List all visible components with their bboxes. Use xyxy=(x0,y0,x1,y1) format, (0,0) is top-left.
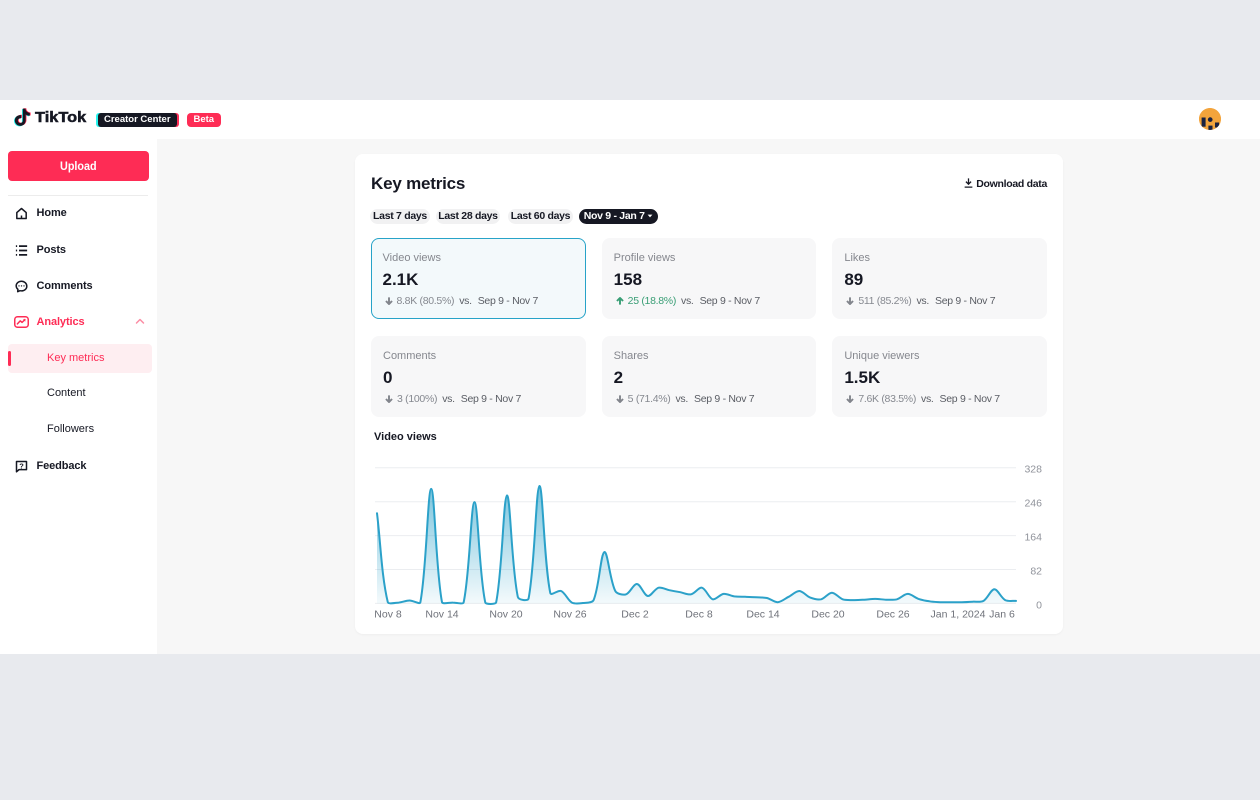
svg-text:328: 328 xyxy=(1024,464,1042,476)
svg-text:Nov 20: Nov 20 xyxy=(489,609,522,621)
svg-text:82: 82 xyxy=(1030,565,1042,577)
svg-text:Nov 8: Nov 8 xyxy=(374,609,402,621)
svg-text:Dec 26: Dec 26 xyxy=(876,609,909,621)
svg-text:Jan 6: Jan 6 xyxy=(989,609,1015,621)
svg-text:?: ? xyxy=(19,461,24,470)
svg-text:Dec 8: Dec 8 xyxy=(685,609,713,621)
svg-text:Nov 14: Nov 14 xyxy=(425,609,458,621)
svg-text:Jan 1, 2024: Jan 1, 2024 xyxy=(931,609,986,621)
svg-text:Dec 20: Dec 20 xyxy=(811,609,844,621)
svg-text:Dec 2: Dec 2 xyxy=(621,609,649,621)
svg-text:164: 164 xyxy=(1024,532,1042,544)
svg-text:Dec 14: Dec 14 xyxy=(746,609,779,621)
svg-text:Nov 26: Nov 26 xyxy=(553,609,586,621)
svg-text:0: 0 xyxy=(1036,599,1042,611)
svg-text:246: 246 xyxy=(1024,498,1042,510)
